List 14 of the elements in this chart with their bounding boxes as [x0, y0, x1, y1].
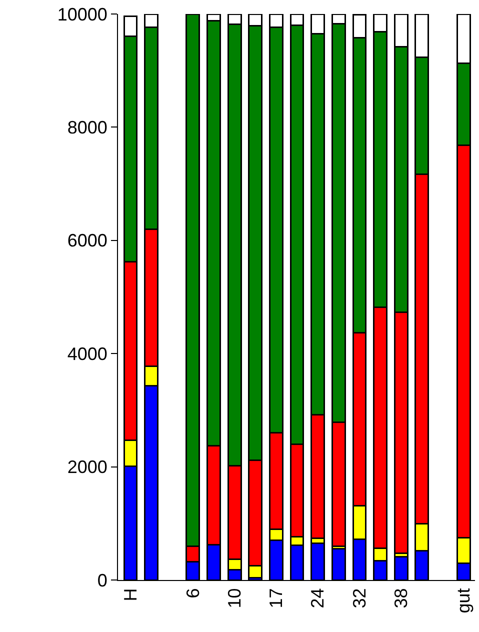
x-tick-label: 17 — [266, 588, 286, 608]
x-tick-label: 38 — [390, 588, 411, 608]
x-tick-label: gut — [453, 588, 474, 614]
x-tick-label: 24 — [308, 588, 328, 608]
x-tick-label: H — [120, 588, 140, 602]
y-tick-label: 4000 — [67, 344, 108, 364]
x-tick-label: 10 — [224, 588, 244, 608]
y-tick-label: 2000 — [67, 457, 108, 478]
x-tick-label: 32 — [349, 588, 370, 608]
y-tick-label: 0 — [97, 570, 108, 590]
y-tick-label: 8000 — [67, 118, 108, 138]
x-tick-label: 6 — [182, 588, 203, 598]
y-tick-label: 10000 — [57, 4, 108, 24]
y-tick-label: 6000 — [67, 230, 108, 251]
